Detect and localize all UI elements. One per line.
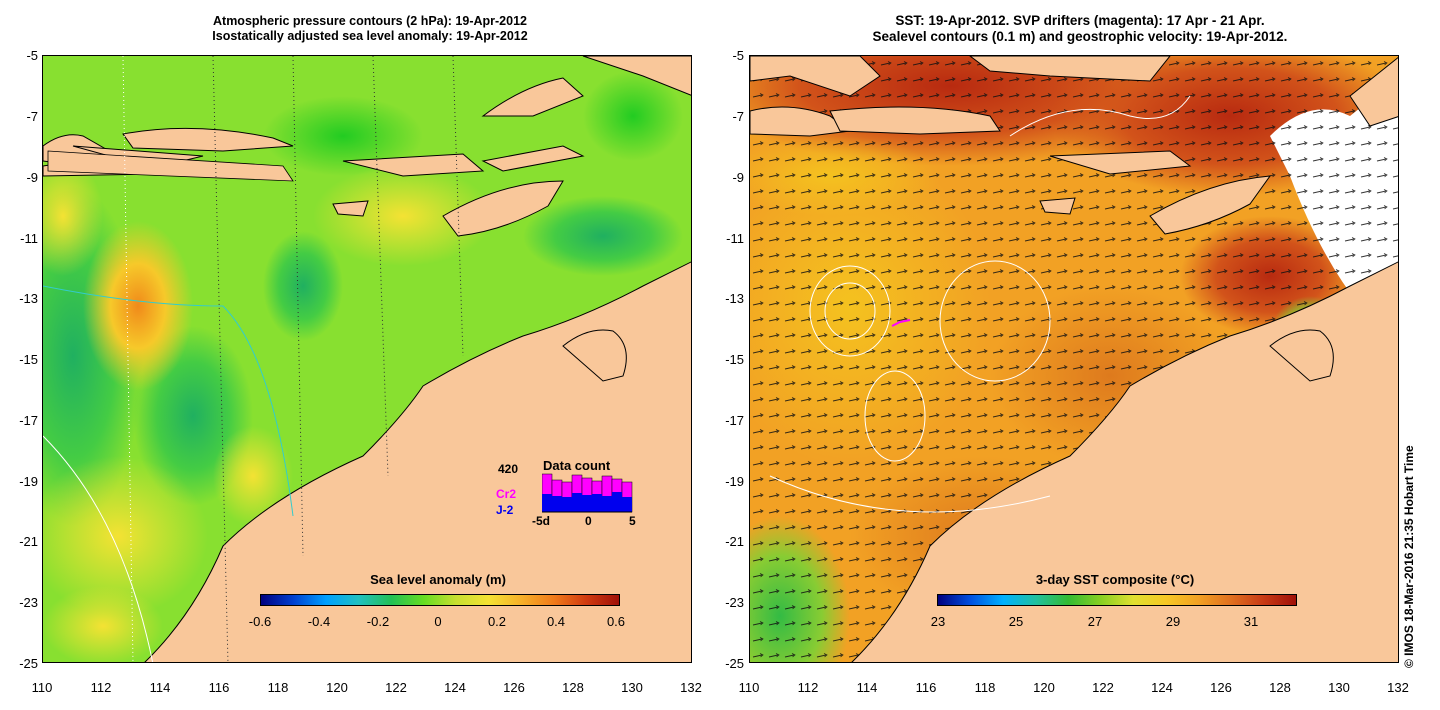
lon-label: 124 <box>444 680 466 695</box>
lon-label: 126 <box>1210 680 1232 695</box>
lat-label: -21 <box>725 534 744 549</box>
lat-label: -9 <box>732 170 744 185</box>
cb-tick: 0 <box>434 614 442 629</box>
left-title-line1: Atmospheric pressure contours (2 hPa): 1… <box>213 14 527 28</box>
lon-label: 126 <box>503 680 525 695</box>
lat-label: -15 <box>19 352 38 367</box>
cb-tick: 23 <box>930 614 946 629</box>
sst-map-panel <box>749 55 1399 663</box>
lon-label: 124 <box>1151 680 1173 695</box>
sst-colorbar <box>937 594 1297 606</box>
inset-tick: 0 <box>585 514 592 528</box>
lat-label: -23 <box>725 595 744 610</box>
lon-label: 120 <box>1033 680 1055 695</box>
lat-label: -7 <box>26 109 38 124</box>
lat-label: -17 <box>725 413 744 428</box>
lon-label: 130 <box>1328 680 1350 695</box>
lon-label: 122 <box>1092 680 1114 695</box>
cb-tick: -0.4 <box>307 614 331 629</box>
imos-credit: © IMOS 18-Mar-2016 21:35 Hobart Time <box>1402 445 1416 668</box>
lat-label: -9 <box>26 170 38 185</box>
lat-label: -13 <box>19 291 38 306</box>
lon-label: 132 <box>1387 680 1409 695</box>
lat-label: -23 <box>19 595 38 610</box>
cb-tick: -0.2 <box>366 614 390 629</box>
inset-tick: 5 <box>629 514 636 528</box>
lon-label: 128 <box>562 680 584 695</box>
data-count-histogram <box>542 473 633 513</box>
lat-label: -25 <box>19 656 38 671</box>
lat-label: -15 <box>725 352 744 367</box>
lat-label: -11 <box>20 231 38 246</box>
lat-label: -13 <box>725 291 744 306</box>
lat-label: -5 <box>26 48 38 63</box>
legend-cr2: Cr2 <box>496 487 517 501</box>
cb-tick: 31 <box>1243 614 1259 629</box>
sla-colorbar <box>260 594 620 606</box>
right-title-line1: SST: 19-Apr-2012. SVP drifters (magenta)… <box>895 13 1265 28</box>
lat-label: -25 <box>725 656 744 671</box>
left-title: Atmospheric pressure contours (2 hPa): 1… <box>140 14 600 44</box>
sla-colorbar-label: Sea level anomaly (m) <box>370 572 506 587</box>
data-count-value: 420 <box>498 462 519 476</box>
lat-label: -7 <box>732 109 744 124</box>
sst-colorbar-label: 3-day SST composite (°C) <box>1035 572 1195 587</box>
sst-map <box>750 56 1398 662</box>
left-title-line2: Isostatically adjusted sea level anomaly… <box>212 29 528 43</box>
lon-label: 116 <box>915 680 937 695</box>
lat-label: -21 <box>19 534 38 549</box>
lon-label: 112 <box>90 680 112 695</box>
cb-tick: -0.6 <box>248 614 272 629</box>
lon-label: 116 <box>208 680 230 695</box>
sla-map-panel <box>42 55 692 663</box>
lon-label: 120 <box>326 680 348 695</box>
cb-tick: 25 <box>1008 614 1024 629</box>
lat-label: -5 <box>732 48 744 63</box>
lon-label: 114 <box>856 680 878 695</box>
sla-map <box>43 56 691 662</box>
data-count-title: Data count <box>543 458 611 473</box>
right-title: SST: 19-Apr-2012. SVP drifters (magenta)… <box>760 13 1400 45</box>
lon-label: 110 <box>31 680 53 695</box>
legend-j2: J-2 <box>496 503 514 517</box>
lon-label: 132 <box>680 680 702 695</box>
lat-label: -19 <box>19 474 38 489</box>
lon-label: 112 <box>797 680 819 695</box>
lon-label: 110 <box>738 680 760 695</box>
cb-tick: 0.6 <box>606 614 626 629</box>
lat-label: -11 <box>726 231 744 246</box>
lat-label: -19 <box>725 474 744 489</box>
cb-tick: 27 <box>1087 614 1103 629</box>
lon-label: 114 <box>149 680 171 695</box>
lon-label: 128 <box>1269 680 1291 695</box>
lat-label: -17 <box>19 413 38 428</box>
lon-label: 122 <box>385 680 407 695</box>
cb-tick: 0.4 <box>546 614 566 629</box>
lon-label: 130 <box>621 680 643 695</box>
right-title-line2: Sealevel contours (0.1 m) and geostrophi… <box>872 29 1288 44</box>
lon-label: 118 <box>974 680 996 695</box>
cb-tick: 0.2 <box>487 614 507 629</box>
lon-label: 118 <box>267 680 289 695</box>
inset-tick: -5d <box>532 514 550 528</box>
cb-tick: 29 <box>1165 614 1181 629</box>
